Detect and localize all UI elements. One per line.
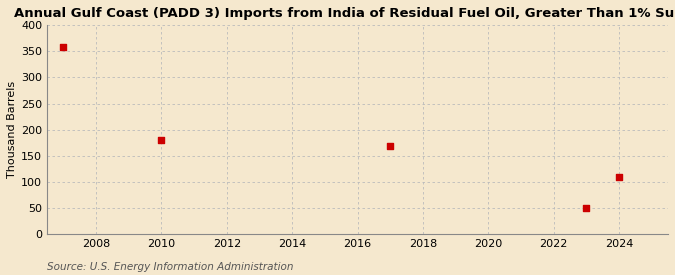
Point xyxy=(156,138,167,142)
Text: Source: U.S. Energy Information Administration: Source: U.S. Energy Information Administ… xyxy=(47,262,294,272)
Point xyxy=(581,206,592,210)
Point xyxy=(614,174,624,179)
Point xyxy=(385,144,396,148)
Y-axis label: Thousand Barrels: Thousand Barrels xyxy=(7,81,17,178)
Point xyxy=(58,45,69,50)
Title: Annual Gulf Coast (PADD 3) Imports from India of Residual Fuel Oil, Greater Than: Annual Gulf Coast (PADD 3) Imports from … xyxy=(14,7,675,20)
